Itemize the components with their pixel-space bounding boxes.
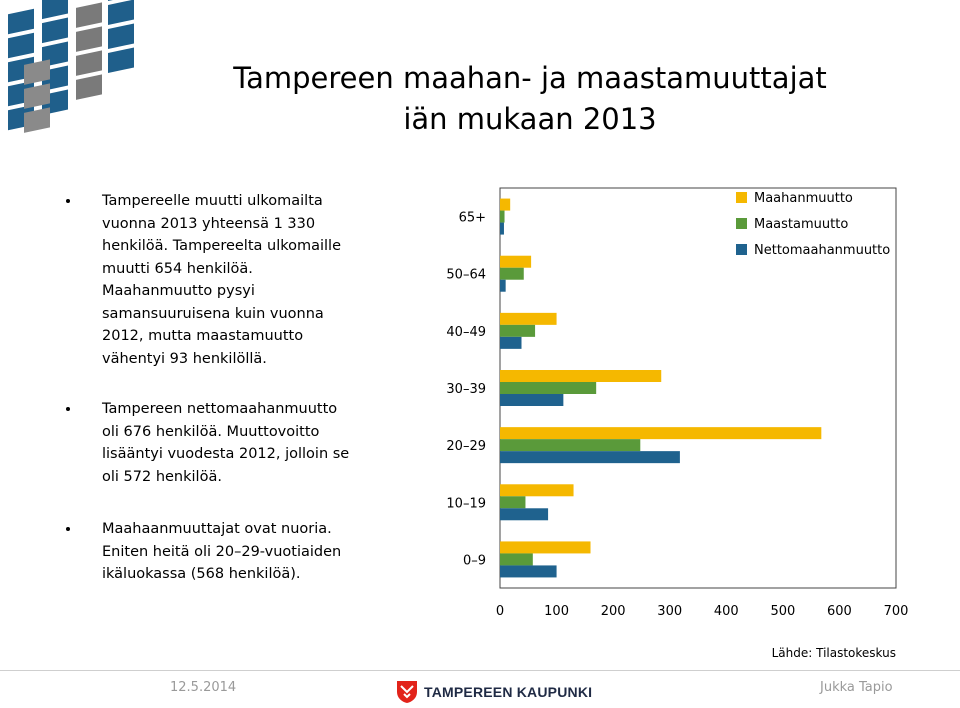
legend-swatch xyxy=(736,244,747,255)
bar-maahanmuutto-1 xyxy=(500,255,532,268)
legend-label: Maahanmuutto xyxy=(754,191,853,206)
bullet-line: vuonna 2013 yhteensä 1 330 xyxy=(102,215,316,232)
bullet-line: lisääntyi vuodesta 2012, jolloin se xyxy=(102,446,350,462)
bar-maastamuutto-0 xyxy=(500,210,505,223)
bullet-line: oli 676 henkilöä. Muuttovoitto xyxy=(102,423,320,440)
bullet-line: henkilöä. Tampereelta ulkomaille xyxy=(102,238,342,254)
bullet-line: oli 572 henkilöä. xyxy=(102,468,222,485)
legend-label: Maastamuutto xyxy=(754,217,848,232)
logo-tile xyxy=(108,23,134,50)
category-label: 65+ xyxy=(459,211,486,226)
logo-tile xyxy=(8,8,34,35)
bar-maastamuutto-6 xyxy=(500,553,533,566)
logo-tile xyxy=(42,0,68,20)
bar-maastamuutto-1 xyxy=(500,267,524,280)
bar-nettomaahanmuutto-5 xyxy=(500,508,549,521)
bar-maahanmuutto-2 xyxy=(500,312,557,325)
category-label: 20–29 xyxy=(446,439,486,454)
bullet-line: muutti 654 henkilöä. xyxy=(102,260,253,277)
logo-tile xyxy=(42,17,68,44)
bullet-dot xyxy=(66,527,70,531)
bullet-line: 2012, mutta maastamuutto xyxy=(102,328,304,344)
x-tick-label: 400 xyxy=(714,604,739,619)
footer-date: 12.5.2014 xyxy=(170,680,237,695)
bar-maastamuutto-5 xyxy=(500,496,526,509)
age-migration-bar-chart: 65+ 50–64 40–49 30–39 20–29 10–19 0–9 0 100 200 30… xyxy=(446,187,909,619)
footer-divider xyxy=(0,670,960,671)
x-tick-label: 600 xyxy=(827,604,852,619)
logo-tile xyxy=(108,0,134,26)
bullet-line: Maahanmuutto pysyi xyxy=(102,283,255,299)
bar-maahanmuutto-6 xyxy=(500,541,591,554)
logo-tile xyxy=(76,2,102,28)
footer-author: Jukka Tapio xyxy=(820,680,893,695)
bar-nettomaahanmuutto-0 xyxy=(500,222,504,235)
logo-tile xyxy=(8,32,34,59)
logo-tile xyxy=(76,74,102,100)
bar-maahanmuutto-4 xyxy=(500,427,822,440)
bullet-line: Eniten heitä oli 20–29-vuotiaiden xyxy=(102,543,342,560)
bar-nettomaahanmuutto-6 xyxy=(500,565,557,578)
category-label: 40–49 xyxy=(446,325,486,340)
bar-nettomaahanmuutto-3 xyxy=(500,394,564,406)
x-tick-label: 0 xyxy=(496,604,504,619)
x-tick-label: 700 xyxy=(884,604,909,619)
tampere-wave-logo-icon xyxy=(8,0,134,133)
bullet-line: vähentyi 93 henkilöllä. xyxy=(102,350,267,367)
logo-tile xyxy=(24,59,50,85)
bullet-line: samansuuruisena kuin vuonna xyxy=(102,305,324,322)
category-label: 30–39 xyxy=(446,382,486,397)
logo-tile xyxy=(24,83,50,109)
page-title: Tampereen maahan- ja maastamuuttajat xyxy=(233,61,827,95)
footer-brand: TAMPEREEN KAUPUNKI xyxy=(396,680,592,704)
logo-tile xyxy=(24,107,50,133)
bar-maastamuutto-2 xyxy=(500,324,536,337)
x-tick-label: 500 xyxy=(770,604,795,619)
bar-maastamuutto-3 xyxy=(500,382,597,394)
bar-nettomaahanmuutto-2 xyxy=(500,336,522,349)
x-tick-label: 300 xyxy=(657,604,682,619)
logo-tile xyxy=(76,26,102,52)
logo-tile xyxy=(76,50,102,76)
bar-maahanmuutto-3 xyxy=(500,370,662,382)
bullet-line: Maahaanmuuttajat ovat nuoria. xyxy=(102,521,332,537)
page-subtitle: iän mukaan 2013 xyxy=(403,102,657,136)
bar-maahanmuutto-5 xyxy=(500,484,574,497)
logo-tile xyxy=(108,47,134,74)
bar-nettomaahanmuutto-1 xyxy=(500,279,506,292)
category-label: 10–19 xyxy=(446,496,486,511)
bullet-line: Tampereelle muutti ulkomailta xyxy=(102,193,323,209)
x-tick-label: 100 xyxy=(544,604,569,619)
footer-org: TAMPEREEN KAUPUNKI xyxy=(424,684,593,700)
category-label: 0–9 xyxy=(463,553,486,568)
bar-maahanmuutto-0 xyxy=(500,198,511,211)
category-label: 50–64 xyxy=(446,268,486,283)
tampere-coat-of-arms-icon xyxy=(397,681,417,703)
bar-maastamuutto-4 xyxy=(500,439,641,452)
x-tick-label: 200 xyxy=(601,604,626,619)
bullet-line: ikäluokassa (568 henkilöä). xyxy=(102,566,301,582)
bullet-dot xyxy=(66,199,70,203)
legend-label: Nettomaahanmuutto xyxy=(754,243,890,258)
legend-swatch xyxy=(736,192,747,203)
source-note: Lähde: Tilastokeskus xyxy=(771,646,896,660)
bullet-line: Tampereen nettomaahanmuutto xyxy=(102,401,338,417)
bar-nettomaahanmuutto-4 xyxy=(500,451,680,464)
bullet-dot xyxy=(66,407,70,411)
legend-swatch xyxy=(736,218,747,229)
